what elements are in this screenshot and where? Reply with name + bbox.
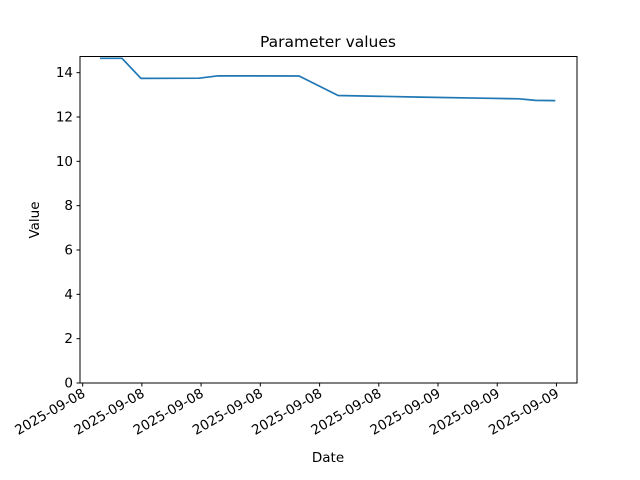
y-tick-label: 4 [64,287,73,303]
data-line-series [100,57,556,102]
y-tick-label: 0 [64,376,73,392]
plot-area: 2025-09-082025-09-082025-09-082025-09-08… [12,56,578,439]
y-tick-label: 6 [64,243,73,259]
y-tick-label: 2 [64,331,73,347]
x-axis-label: Date [312,450,344,466]
axes-frame [79,56,578,384]
y-tick-label: 10 [56,154,73,170]
y-axis-label: Value [27,201,43,238]
y-tick-label: 12 [56,110,73,126]
chart-title: Parameter values [260,33,396,51]
y-tick-label: 14 [56,65,73,81]
y-tick-label: 8 [64,198,73,214]
